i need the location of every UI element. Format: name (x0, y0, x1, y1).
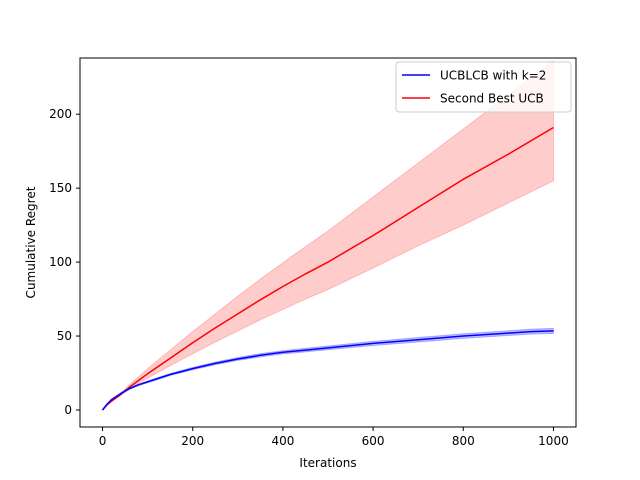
y-tick-label: 50 (57, 329, 72, 343)
y-tick-label: 100 (49, 255, 72, 269)
legend-frame (395, 61, 572, 113)
legend-label-second-best-ucb: Second Best UCB (440, 92, 544, 106)
plot-frame (79, 57, 577, 428)
x-tick-label: 1000 (538, 434, 569, 448)
legend-label-ucblcb: UCBLCB with k=2 (440, 69, 546, 83)
y-tick-label: 150 (49, 181, 72, 195)
band-second-best-ucb (102, 59, 554, 411)
series-lines (101, 126, 554, 411)
x-axis-ticks: 0 200 400 600 800 1000 (99, 427, 569, 448)
y-axis-ticks: 0 50 100 150 200 (49, 107, 80, 417)
x-axis-label: Iterations (299, 456, 356, 470)
y-axis-label: Cumulative Regret (24, 186, 38, 298)
x-tick-label: 0 (99, 434, 107, 448)
y-tick-label: 200 (49, 107, 72, 121)
x-tick-label: 600 (362, 434, 385, 448)
y-tick-label: 0 (64, 403, 72, 417)
legend: UCBLCB with k=2 Second Best UCB (395, 61, 572, 113)
x-tick-label: 200 (181, 434, 204, 448)
x-tick-label: 800 (452, 434, 475, 448)
line-ucblcb-with-k-2 (101, 330, 554, 411)
x-tick-label: 400 (271, 434, 294, 448)
